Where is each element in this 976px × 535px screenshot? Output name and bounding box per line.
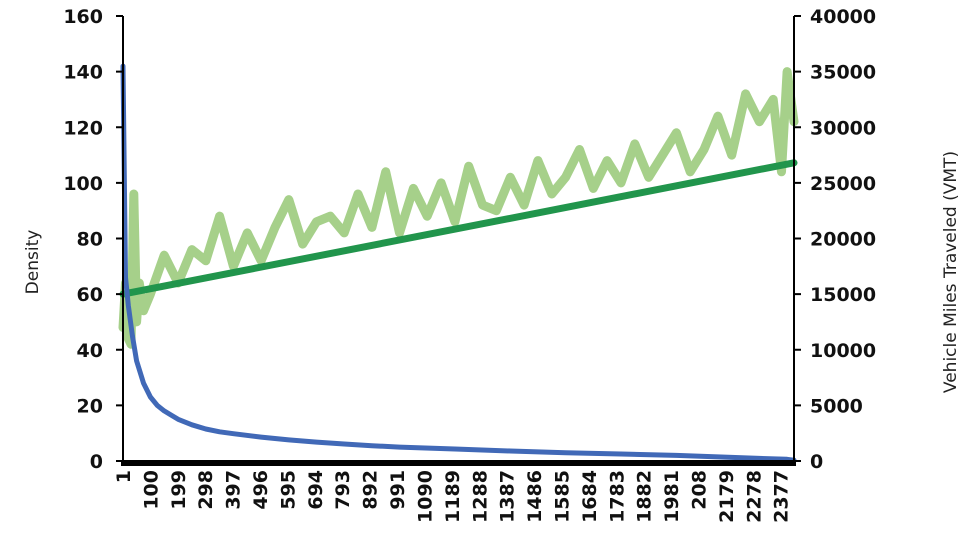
- labels-layer: 0 20 40 60 80 100 120 140 160 0 5000 10000 15000 2000…: [23, 6, 961, 523]
- left-y-tick-label: 120: [63, 117, 103, 139]
- x-tick-label: 793: [332, 470, 354, 510]
- x-tick-label: 397: [223, 470, 245, 510]
- left-y-axis-title: Density: [23, 230, 43, 295]
- left-y-tick-label: 100: [63, 173, 103, 195]
- x-tick-label: 298: [195, 470, 217, 510]
- x-tick-label: 208: [689, 470, 711, 510]
- vmt-series-line: [118, 67, 799, 349]
- right-y-axis-title: Vehicle Miles Traveled (VMT): [941, 151, 961, 393]
- series-layer: [118, 63, 799, 463]
- right-y-tick-label: 15000: [810, 284, 876, 306]
- right-y-tick-label: 10000: [810, 340, 876, 362]
- right-y-tick-label: 35000: [810, 62, 876, 84]
- x-tick-label: 199: [168, 470, 190, 510]
- left-y-tick-label: 160: [63, 6, 103, 28]
- x-tick-label: 1981: [661, 470, 683, 523]
- right-y-tick-label: 5000: [810, 395, 863, 417]
- x-tick-label: 1: [113, 470, 135, 483]
- right-y-tick-label: 25000: [810, 173, 876, 195]
- right-y-tick-label: 30000: [810, 117, 876, 139]
- left-y-tick-label: 140: [63, 62, 103, 84]
- x-tick-label: 1486: [524, 470, 546, 523]
- x-tick-label: 1288: [469, 470, 491, 523]
- x-tick-label: 595: [277, 470, 299, 510]
- x-tick-label: 694: [305, 470, 327, 510]
- vmt-trend-line: [119, 159, 798, 298]
- x-tick-label: 2278: [743, 470, 765, 523]
- left-y-tick-label: 60: [77, 284, 103, 306]
- axes-layer: [116, 15, 801, 466]
- right-y-tick-label: 0: [810, 451, 823, 473]
- left-y-tick-label: 20: [77, 395, 103, 417]
- left-y-tick-label: 0: [90, 451, 103, 473]
- x-tick-label: 892: [360, 470, 382, 510]
- x-tick-label: 1387: [497, 470, 519, 523]
- x-tick-label: 1090: [415, 470, 437, 523]
- x-tick-label: 496: [250, 470, 272, 510]
- left-y-tick-label: 40: [77, 340, 103, 362]
- x-tick-label: 2179: [716, 470, 738, 523]
- x-tick-label: 2377: [771, 470, 793, 523]
- x-tick-label: 100: [140, 470, 162, 510]
- x-tick-label: 1684: [579, 470, 601, 523]
- density-series-line: [120, 63, 797, 463]
- x-tick-label: 1585: [552, 470, 574, 523]
- x-tick-label: 1882: [634, 470, 656, 523]
- x-tick-label: 1189: [442, 470, 464, 523]
- right-y-tick-label: 40000: [810, 6, 876, 28]
- left-y-tick-label: 80: [77, 229, 103, 251]
- x-tick-label: 991: [387, 470, 409, 510]
- right-y-tick-label: 20000: [810, 229, 876, 251]
- x-axis-line: [121, 460, 796, 466]
- x-tick-label: 1783: [606, 470, 628, 523]
